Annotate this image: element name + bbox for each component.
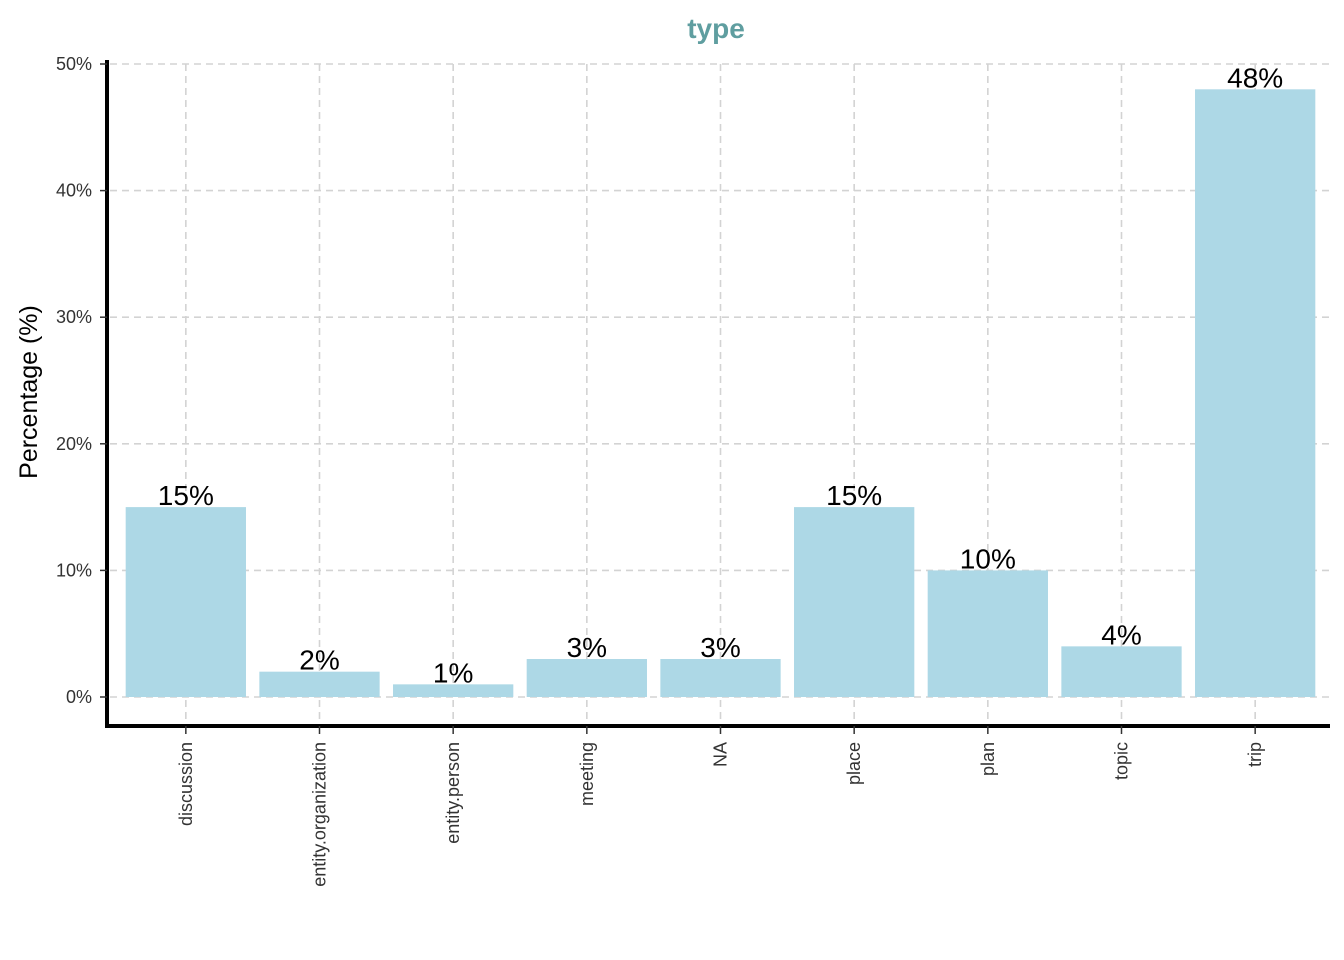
data-label: 15% — [158, 480, 214, 511]
y-axis-title: Percentage (%) — [15, 305, 43, 479]
x-tick-label: discussion — [176, 742, 196, 826]
chart-title: type — [687, 13, 745, 44]
bar-plan — [927, 570, 1048, 697]
data-label: 4% — [1101, 619, 1141, 650]
y-tick-label: 50% — [56, 54, 92, 74]
gridlines — [110, 63, 1330, 724]
bar-entity-organization — [259, 671, 380, 697]
x-tick-label: meeting — [577, 742, 597, 806]
bars — [125, 89, 1316, 697]
y-tick-label: 30% — [56, 307, 92, 327]
data-label: 2% — [299, 645, 339, 676]
axes — [105, 60, 1330, 728]
bar-trip — [1195, 89, 1316, 697]
data-label: 48% — [1227, 62, 1283, 93]
x-tick-label: entity.organization — [310, 742, 330, 887]
data-label: 3% — [700, 632, 740, 663]
bar-topic — [1061, 646, 1182, 697]
bar-discussion — [125, 507, 246, 697]
data-label: 1% — [433, 657, 473, 688]
bar-na — [660, 659, 781, 697]
bar-place — [794, 507, 915, 697]
y-tick-label: 10% — [56, 560, 92, 580]
data-label: 15% — [826, 480, 882, 511]
y-tick-label: 0% — [66, 687, 92, 707]
y-tick-label: 20% — [56, 434, 92, 454]
x-tick-label: topic — [1112, 742, 1132, 780]
y-tick-label: 40% — [56, 181, 92, 201]
data-labels: 15% 2% 1% 3% 3% 15% 10% 4% 48% — [158, 62, 1283, 688]
bar-entity-person — [393, 684, 514, 697]
x-tick-label: plan — [978, 742, 998, 776]
data-label: 3% — [567, 632, 607, 663]
axis-ticks: 0% 10% 20% 30% 40% 50% discussion entity.organi… — [56, 54, 1265, 887]
x-tick-label: NA — [711, 742, 731, 767]
x-tick-label: trip — [1245, 742, 1265, 767]
bar-meeting — [526, 659, 647, 697]
data-label: 10% — [960, 543, 1016, 574]
x-tick-label: place — [844, 742, 864, 785]
x-tick-label: entity.person — [443, 742, 463, 844]
